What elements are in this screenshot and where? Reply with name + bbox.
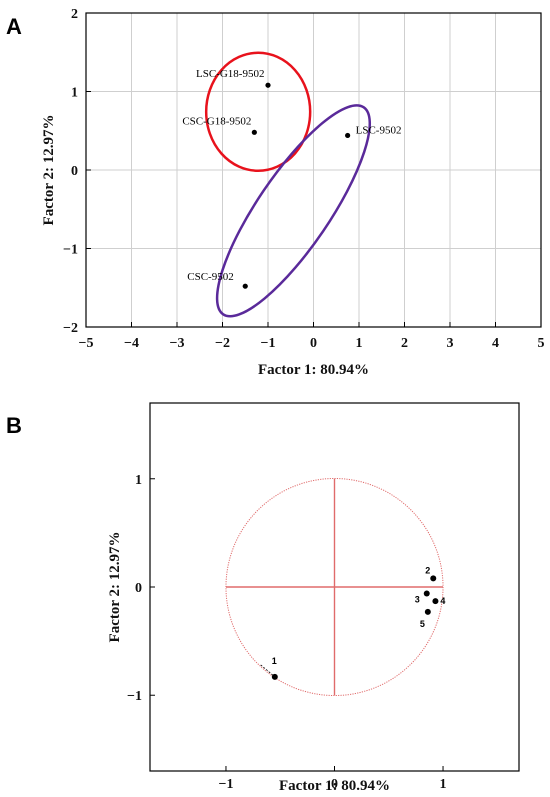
y-tick-label: 1	[135, 473, 142, 488]
x-tick-label: 4	[492, 336, 499, 351]
group-ellipse-1	[204, 51, 312, 173]
x-tick-label: −2	[215, 336, 230, 351]
panel-a-label: A	[6, 14, 22, 39]
panel-b-label: B	[6, 413, 22, 438]
x-tick-label: 1	[440, 777, 447, 792]
x-tick-label: 3	[447, 336, 454, 351]
data-point	[423, 590, 430, 597]
x-axis-label: Factor 1: 80.94%	[258, 362, 369, 378]
point-label: 2	[425, 565, 430, 575]
x-axis-label: Factor 1: 80.94%	[279, 778, 390, 794]
x-tick-label: −1	[218, 777, 233, 792]
point-label: 3	[415, 594, 420, 604]
vector-line	[260, 664, 276, 678]
y-tick-label: −1	[127, 689, 142, 704]
y-tick-label: 1	[71, 86, 78, 101]
x-tick-label: 1	[356, 336, 363, 351]
point-label: 1	[272, 656, 277, 666]
point-label: CSC-9502	[187, 271, 233, 283]
x-tick-label: −5	[79, 336, 94, 351]
data-point	[430, 575, 437, 582]
y-tick-label: 0	[135, 581, 142, 596]
chart-a: −5 −4 −3 −2 −1 0 1 2 3 4 5 2 1 0 −1 −2 Factor 1: 80.94% F…	[41, 7, 545, 378]
data-point	[251, 129, 257, 135]
point-label: CSC-G18-9502	[182, 115, 251, 127]
data-point	[265, 82, 271, 88]
data-point	[432, 598, 439, 605]
y-tick-label: 0	[71, 164, 78, 179]
data-point	[242, 283, 248, 289]
point-label: 4	[440, 596, 445, 606]
x-tick-label: −3	[170, 336, 185, 351]
y-tick-label: −2	[63, 321, 78, 336]
x-tick-label: 0	[310, 336, 317, 351]
point-label: 5	[420, 619, 425, 629]
data-point	[345, 132, 351, 139]
group-ellipse-2	[215, 104, 372, 318]
data-point	[424, 608, 431, 615]
y-axis-label: Factor 2: 12.97%	[107, 532, 123, 643]
x-tick-label: 2	[401, 336, 408, 351]
point-label: LSC-G18-9502	[196, 68, 264, 80]
y-tick-label: −1	[63, 243, 78, 258]
x-tick-label: 5	[538, 336, 545, 351]
y-tick-label: 2	[71, 7, 78, 22]
x-tick-label: −4	[124, 336, 139, 351]
y-axis-label: Factor 2: 12.97%	[41, 115, 57, 226]
data-point	[271, 673, 278, 680]
point-label: LSC-9502	[356, 124, 402, 136]
x-tick-label: 0	[331, 777, 338, 792]
x-tick-label: −1	[261, 336, 276, 351]
